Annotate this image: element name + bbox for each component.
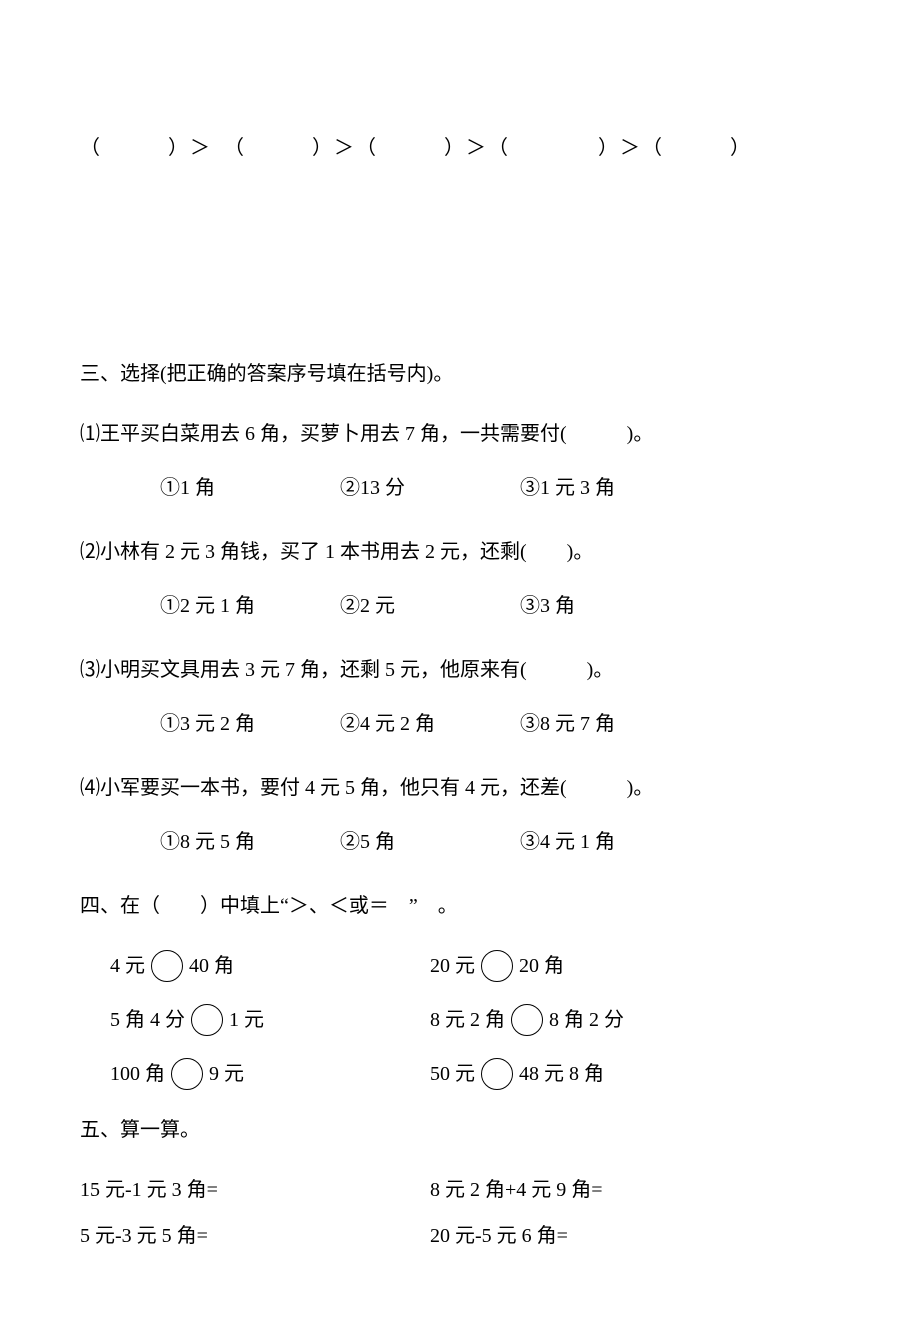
q3-options: ①3 元 2 角 ②4 元 2 角 ③8 元 7 角 — [160, 706, 840, 742]
q2-opt-1: ①2 元 1 角 — [160, 588, 340, 624]
calc-right-2: 20 元-5 元 6 角= — [430, 1218, 780, 1254]
q4-opt-1: ①8 元 5 角 — [160, 824, 340, 860]
pair-3a-left: 100 角 — [110, 1056, 165, 1092]
pair-2b-left: 8 元 2 角 — [430, 1002, 505, 1038]
q1-opt-2: ②13 分 — [340, 470, 520, 506]
section-3-title: 三、选择(把正确的答案序号填在括号内)。 — [80, 356, 840, 392]
blank-circle-icon — [171, 1058, 203, 1090]
calc-block: 15 元-1 元 3 角= 5 元-3 元 5 角= 8 元 2 角+4 元 9… — [80, 1172, 840, 1264]
blank-circle-icon — [151, 950, 183, 982]
compare-row-3: 100 角 9 元 50 元 48 元 8 角 — [110, 1056, 840, 1092]
q1-opt-1: ①1 角 — [160, 470, 340, 506]
calc-left-1: 15 元-1 元 3 角= — [80, 1172, 430, 1208]
calc-col-left: 15 元-1 元 3 角= 5 元-3 元 5 角= — [80, 1172, 430, 1264]
q1-stem: ⑴王平买白菜用去 6 角，买萝卜用去 7 角，一共需要付( )。 — [80, 416, 840, 452]
calc-left-2: 5 元-3 元 5 角= — [80, 1218, 430, 1254]
q3-stem: ⑶小明买文具用去 3 元 7 角，还剩 5 元，他原来有( )。 — [80, 652, 840, 688]
q1-options: ①1 角 ②13 分 ③1 元 3 角 — [160, 470, 840, 506]
pair-2a-right: 1 元 — [229, 1002, 264, 1038]
calc-right-1: 8 元 2 角+4 元 9 角= — [430, 1172, 780, 1208]
pair-3b-right: 48 元 8 角 — [519, 1056, 604, 1092]
blank-circle-icon — [481, 1058, 513, 1090]
q3-opt-1: ①3 元 2 角 — [160, 706, 340, 742]
blank-circle-icon — [511, 1004, 543, 1036]
pair-2b: 8 元 2 角 8 角 2 分 — [430, 1002, 750, 1038]
pair-1b: 20 元 20 角 — [430, 948, 750, 984]
q4-stem: ⑷小军要买一本书，要付 4 元 5 角，他只有 4 元，还差( )。 — [80, 770, 840, 806]
q2-stem: ⑵小林有 2 元 3 角钱，买了 1 本书用去 2 元，还剩( )。 — [80, 534, 840, 570]
pair-1b-left: 20 元 — [430, 948, 475, 984]
q3-opt-3: ③8 元 7 角 — [520, 706, 700, 742]
q2-opt-3: ③3 角 — [520, 588, 700, 624]
section-4-title: 四、在（ ）中填上“＞、＜或＝ ” 。 — [80, 888, 840, 924]
pair-3a-right: 9 元 — [209, 1056, 244, 1092]
pair-3b: 50 元 48 元 8 角 — [430, 1056, 750, 1092]
q2-options: ①2 元 1 角 ②2 元 ③3 角 — [160, 588, 840, 624]
pair-2a: 5 角 4 分 1 元 — [110, 1002, 430, 1038]
q3-opt-2: ②4 元 2 角 — [340, 706, 520, 742]
q1-opt-3: ③1 元 3 角 — [520, 470, 700, 506]
compare-rows: 4 元 40 角 20 元 20 角 5 角 4 分 1 元 8 元 2 角 8… — [80, 948, 840, 1092]
pair-2a-left: 5 角 4 分 — [110, 1002, 185, 1038]
pair-1a-left: 4 元 — [110, 948, 145, 984]
pair-1b-right: 20 角 — [519, 948, 564, 984]
pair-1a: 4 元 40 角 — [110, 948, 430, 984]
q4-options: ①8 元 5 角 ②5 角 ③4 元 1 角 — [160, 824, 840, 860]
q2-opt-2: ②2 元 — [340, 588, 520, 624]
blank-circle-icon — [481, 950, 513, 982]
compare-row-2: 5 角 4 分 1 元 8 元 2 角 8 角 2 分 — [110, 1002, 840, 1038]
pair-3a: 100 角 9 元 — [110, 1056, 430, 1092]
ordering-line: （ ）＞ （ ）＞（ ）＞（ ）＞（ ） — [80, 130, 840, 166]
compare-row-1: 4 元 40 角 20 元 20 角 — [110, 948, 840, 984]
pair-3b-left: 50 元 — [430, 1056, 475, 1092]
section-5-title: 五、算一算。 — [80, 1112, 840, 1148]
pair-2b-right: 8 角 2 分 — [549, 1002, 624, 1038]
worksheet-page: （ ）＞ （ ）＞（ ）＞（ ）＞（ ） 三、选择(把正确的答案序号填在括号内)… — [0, 0, 920, 1344]
calc-col-right: 8 元 2 角+4 元 9 角= 20 元-5 元 6 角= — [430, 1172, 780, 1264]
q4-opt-3: ③4 元 1 角 — [520, 824, 700, 860]
q4-opt-2: ②5 角 — [340, 824, 520, 860]
blank-circle-icon — [191, 1004, 223, 1036]
pair-1a-right: 40 角 — [189, 948, 234, 984]
